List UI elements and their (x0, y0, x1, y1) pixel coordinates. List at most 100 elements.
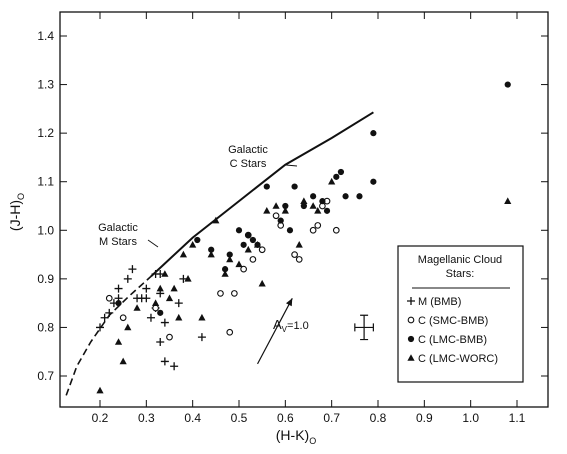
reddening-arrow-head (285, 298, 293, 307)
data-point-triangle (152, 299, 160, 306)
legend-entry-c-lmc-worc: C (LMC-WORC) (418, 353, 498, 365)
data-point-plus (105, 308, 114, 317)
x-tick-label: 0.8 (370, 411, 387, 425)
y-tick-label: 1.1 (37, 175, 54, 189)
data-point-triangle (198, 313, 206, 321)
data-point-filled-circle (245, 232, 252, 239)
data-point-open-circle (240, 265, 247, 273)
galactic-m-stars-line (65, 275, 152, 396)
data-point-open-circle (249, 256, 257, 263)
x-tick-label: 0.2 (92, 411, 109, 425)
data-point-open-circle (226, 328, 234, 336)
data-point-plus (142, 294, 151, 303)
data-point-filled-circle (504, 81, 511, 88)
legend: Magellanic Cloud Stars: M (BMB) C (SMC-B… (397, 245, 524, 383)
data-points (96, 81, 512, 394)
galactic-c-label-2: C Stars (230, 158, 267, 170)
data-point-triangle (179, 250, 187, 258)
data-point-triangle (221, 270, 229, 277)
data-point-triangle (133, 304, 141, 311)
y-tick-label: 0.9 (37, 272, 54, 286)
annotations (147, 164, 374, 365)
data-point-open-circle (152, 304, 159, 312)
data-point-triangle (184, 275, 192, 282)
x-tick-label: 0.3 (138, 411, 155, 425)
data-point-plus (197, 333, 206, 342)
data-point-triangle (212, 216, 220, 224)
data-point-filled-circle (235, 227, 243, 234)
plot-frame (59, 11, 549, 408)
data-point-filled-circle (356, 193, 363, 200)
y-tick-label: 1.2 (37, 126, 54, 140)
data-point-triangle (156, 284, 164, 292)
legend-title: Magellanic Cloud (418, 254, 502, 266)
error-bar (354, 314, 374, 341)
data-point-plus (114, 284, 123, 293)
galactic-m-label-2: M Stars (99, 236, 137, 248)
data-point-filled-circle (291, 183, 298, 190)
data-point-open-circle (291, 251, 298, 258)
data-point-plus (160, 357, 169, 366)
data-point-plus (96, 323, 104, 332)
data-point-open-circle (309, 226, 317, 234)
data-point-triangle (300, 197, 308, 204)
x-tick-label: 0.9 (416, 411, 433, 425)
galactic-c-leader-line (285, 164, 298, 167)
data-point-triangle (165, 294, 174, 302)
x-tick-label: 0.5 (231, 411, 248, 425)
data-point-filled-circle (323, 207, 331, 214)
data-point-open-circle (258, 246, 266, 254)
x-axis-label: (H-K)O (276, 427, 316, 446)
data-point-filled-circle (194, 236, 201, 244)
data-point-triangle (119, 357, 127, 365)
data-point-open-circle (217, 290, 224, 297)
x-tick-label: 0.6 (277, 411, 294, 425)
legend-entry-c-lmc-bmb: C (LMC-BMB) (418, 334, 487, 346)
data-point-triangle (253, 241, 262, 248)
legend-symbols (407, 297, 415, 361)
galactic-sequences (65, 111, 374, 396)
data-point-filled-circle (300, 202, 307, 210)
galactic-c-stars-line (150, 111, 374, 278)
data-point-triangle (189, 241, 197, 248)
data-point-open-circle (105, 294, 113, 302)
data-point-filled-circle (319, 198, 326, 205)
legend-entry-m-bmb: M (BMB) (418, 296, 461, 308)
data-point-filled-circle (286, 227, 294, 234)
data-point-plus (123, 274, 132, 283)
plot-border (59, 11, 549, 408)
data-point-filled-circle (249, 236, 256, 244)
data-point-open-circle (166, 333, 173, 341)
data-point-filled-circle (208, 246, 215, 253)
data-point-triangle (328, 177, 336, 185)
x-tick-label: 1.1 (509, 411, 526, 425)
x-tick-label: 0.4 (184, 411, 201, 425)
data-point-triangle (161, 270, 169, 277)
galactic-m-leader-line (147, 239, 159, 248)
reddening-vector-arrow (257, 298, 293, 365)
data-point-open-circle (314, 222, 322, 229)
axis-ticks: 0.2 0.3 0.4 0.5 0.6 0.7 0.8 0.9 1.0 1.1 0.7 0.8 0.9 1… (37, 12, 548, 425)
y-tick-label: 0.7 (37, 369, 54, 383)
galactic-m-label: Galactic (98, 222, 138, 234)
data-point-triangle (263, 207, 271, 214)
galactic-c-label: Galactic (228, 144, 268, 156)
data-point-filled-circle (342, 193, 349, 200)
data-point-triangle (170, 284, 178, 292)
x-tick-label: 1.0 (462, 411, 479, 425)
data-point-plus (170, 362, 179, 371)
data-point-filled-circle (222, 266, 229, 273)
data-point-filled-circle (333, 173, 340, 180)
data-point-triangle (114, 338, 123, 345)
data-point-filled-circle (157, 309, 164, 316)
data-point-triangle (175, 313, 183, 321)
data-point-triangle (124, 323, 132, 331)
data-point-filled-circle (240, 241, 247, 248)
data-point-filled-circle (337, 168, 345, 176)
data-point-triangle (258, 279, 266, 287)
x-axis-label-subscript: O (309, 436, 316, 446)
data-point-filled-circle (115, 300, 122, 307)
data-point-triangle (281, 207, 289, 214)
data-point-triangle (314, 207, 322, 214)
